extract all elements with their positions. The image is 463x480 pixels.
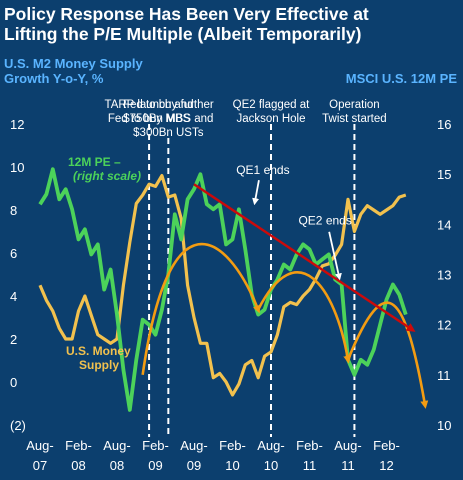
event-label: Fed to buy further	[123, 99, 214, 111]
x-tick-label: 12	[379, 458, 393, 473]
x-tick-label: Aug-	[180, 438, 207, 453]
event-label: QE2 flagged at	[233, 99, 311, 111]
right-tick-label: 10	[437, 418, 451, 433]
event-label: $300Bn USTs	[133, 127, 204, 139]
title-line-1: Policy Response Has Been Very Effective …	[4, 4, 369, 24]
x-tick-label: Aug-	[334, 438, 361, 453]
legend-pe-line-1: 12M PE –	[68, 155, 121, 169]
event-label: TARP launch and	[105, 99, 194, 111]
x-tick-label: Aug-	[257, 438, 284, 453]
left-axis-title: U.S. M2 Money Supply Growth Y-o-Y, %	[4, 56, 143, 86]
right-tick-label: 11	[437, 368, 451, 383]
x-tick-label: 07	[33, 458, 47, 473]
event-label: Twist started	[322, 113, 387, 125]
x-tick-label: Aug-	[103, 438, 130, 453]
left-axis-title-line-2: Growth Y-o-Y, %	[4, 71, 104, 86]
annotation-qe1-ends: QE1 ends	[236, 163, 289, 177]
x-tick-label: Feb-	[373, 438, 400, 453]
annotation-arrow	[328, 231, 342, 281]
x-tick-label: Feb-	[65, 438, 92, 453]
legend-m2-line-2: Supply	[79, 358, 119, 372]
x-tick-label: Feb-	[219, 438, 246, 453]
x-tick-label: 11	[303, 458, 317, 473]
left-tick-label: 8	[10, 203, 17, 218]
series-line-pe	[38, 167, 408, 412]
downtrend-arrow	[193, 183, 416, 332]
annotation-qe2-ends: QE2 ends	[298, 213, 351, 227]
x-tick-label: 11	[341, 458, 355, 473]
x-tick-label: Aug-	[26, 438, 53, 453]
event-label: Operation	[329, 99, 380, 111]
legend-pe-line-2: (right scale)	[73, 169, 141, 183]
event-label: $750Bn MBS and	[123, 113, 213, 125]
left-tick-label: (2)	[10, 418, 26, 433]
left-axis-title-line-1: U.S. M2 Money Supply	[4, 56, 143, 71]
annotation-arrow	[252, 180, 260, 206]
x-tick-label: 09	[187, 458, 201, 473]
right-tick-label: 14	[437, 217, 451, 232]
x-tick-label: 09	[148, 458, 162, 473]
right-tick-label: 16	[437, 117, 451, 132]
legend-m2-line-1: U.S. Money	[66, 344, 131, 358]
x-tick-label: 10	[225, 458, 239, 473]
right-tick-label: 15	[437, 167, 451, 182]
series-line-money-supply	[38, 174, 407, 397]
chart-title: Policy Response Has Been Very Effective …	[4, 4, 459, 44]
x-tick-label: 10	[264, 458, 278, 473]
left-tick-label: 4	[10, 289, 17, 304]
left-tick-label: 6	[10, 246, 17, 261]
title-line-2: Lifting the P/E Multiple (Albeit Tempora…	[4, 24, 362, 44]
right-axis-title: MSCI U.S. 12M PE	[345, 71, 457, 86]
left-tick-label: 0	[10, 375, 17, 390]
left-tick-label: 12	[10, 117, 24, 132]
left-tick-label: 10	[10, 160, 24, 175]
left-tick-label: 2	[10, 332, 17, 347]
event-label: Jackson Hole	[236, 113, 305, 125]
right-tick-label: 12	[437, 318, 451, 333]
cycle-arc-arrow	[141, 242, 261, 376]
cycle-arc-arrow	[346, 301, 429, 409]
x-tick-label: 08	[71, 458, 85, 473]
right-tick-label: 13	[437, 268, 451, 283]
x-tick-label: Feb-	[142, 438, 169, 453]
x-tick-label: 08	[110, 458, 124, 473]
event-label: Fed to buy MBS	[108, 113, 191, 125]
cycle-arc-arrow	[257, 271, 352, 364]
x-tick-label: Feb-	[296, 438, 323, 453]
